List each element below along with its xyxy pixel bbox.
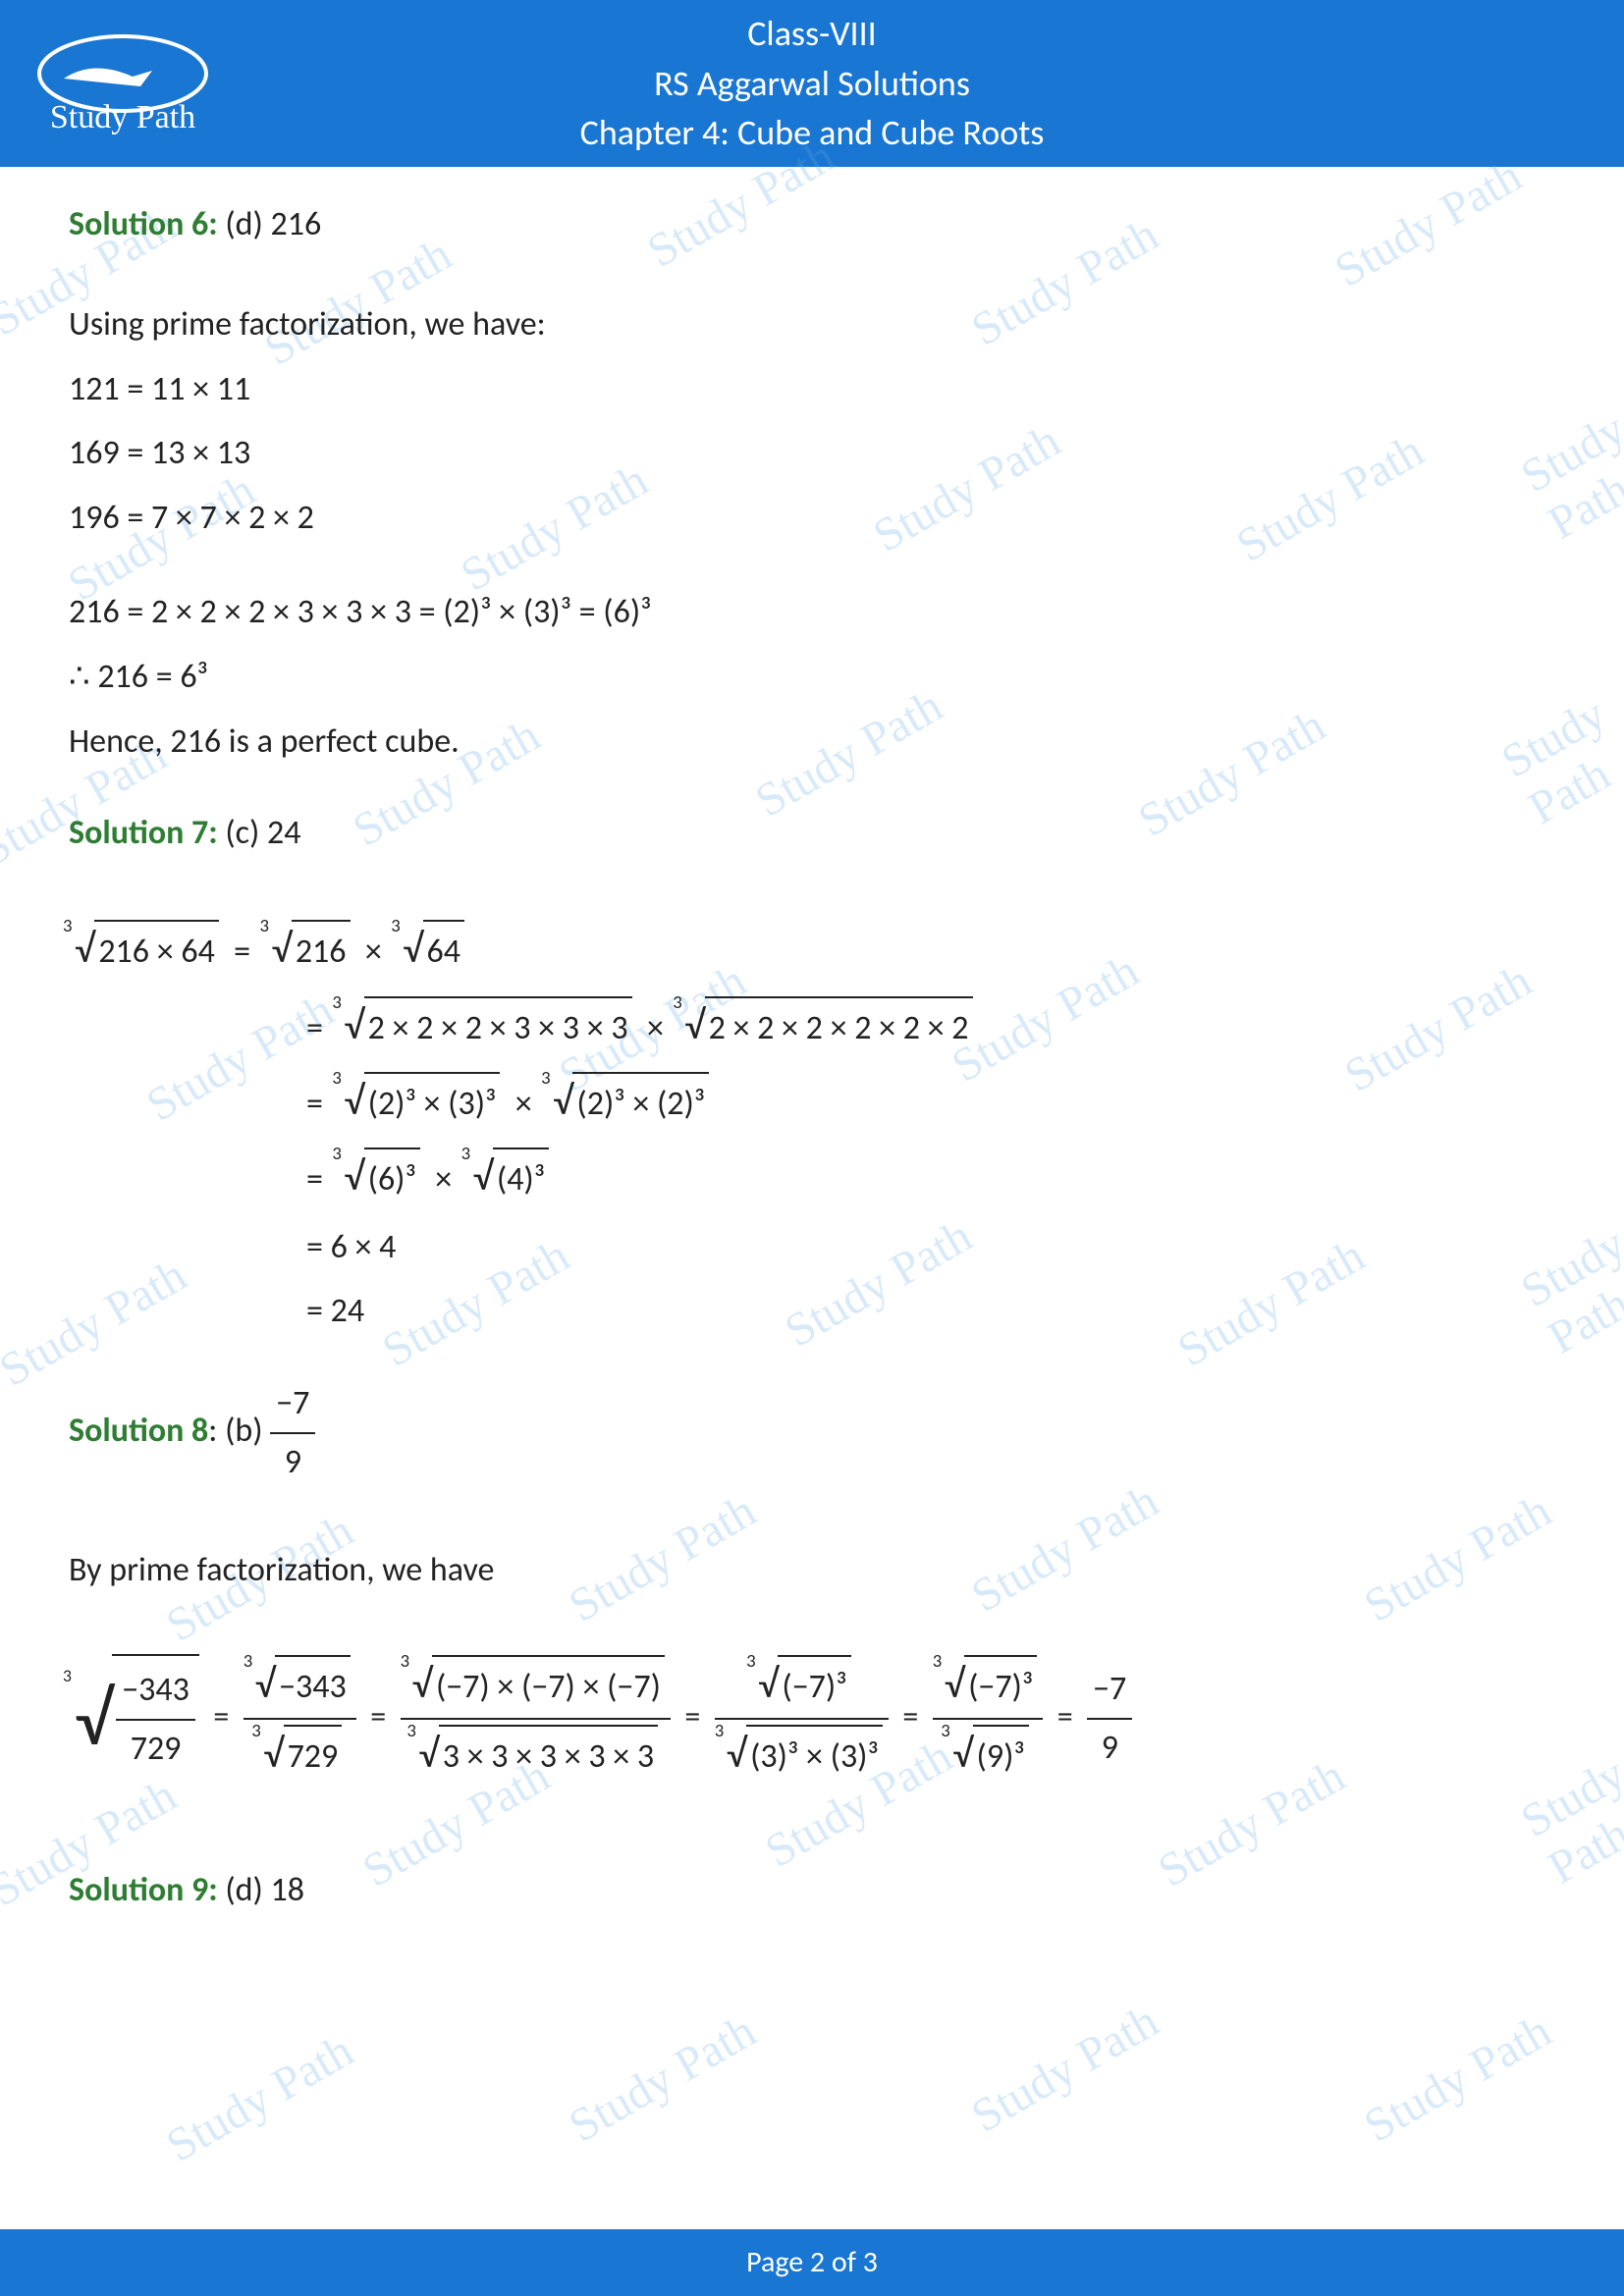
header-title-block: Class-VIII RS Aggarwal Solutions Chapter…: [25, 9, 1599, 157]
solution-8-answer-frac: −7 9: [270, 1375, 315, 1491]
sol6-p6: Hence, 216 is a perfect cube.: [69, 714, 1555, 771]
sol6-p1: 121 = 11 × 11: [69, 361, 1555, 418]
solution-9-label: Solution 9:: [69, 1870, 225, 1910]
sol8-expression: 3√ −343729 = 3√−343 3√729 = 3√(−7) × (−7…: [69, 1650, 1555, 1789]
sol6-p2: 169 = 13 × 13: [69, 425, 1555, 482]
sol6-intro: Using prime factorization, we have:: [69, 296, 1555, 353]
watermark: Study Path: [157, 2023, 362, 2172]
sol7-line6: = 24: [69, 1283, 1555, 1340]
solution-9: Solution 9: (d) 18: [69, 1862, 1555, 1919]
sol7-line2: = 3√2 × 2 × 2 × 3 × 3 × 3 × 3√2 × 2 × 2 …: [69, 991, 1555, 1059]
page-header: Study Path Class-VIII RS Aggarwal Soluti…: [0, 0, 1624, 167]
sol6-p5: ∴ 216 = 6³: [69, 649, 1555, 706]
header-book: RS Aggarwal Solutions: [25, 59, 1599, 108]
solution-8: Solution 8: (b) −7 9 By prime factorizat…: [69, 1375, 1555, 1788]
solution-7-answer: (c) 24: [225, 813, 300, 853]
solution-7: Solution 7: (c) 24 3√216 × 64 = 3√216 × …: [69, 805, 1555, 1340]
page-footer: Page 2 of 3: [0, 2229, 1624, 2296]
sol6-p4: 216 = 2 × 2 × 2 × 3 × 3 × 3 = (2)³ × (3)…: [69, 584, 1555, 641]
page-number: Page 2 of 3: [746, 2244, 878, 2280]
sol7-line5: = 6 × 4: [69, 1219, 1555, 1276]
solution-6-label: Solution 6:: [69, 204, 225, 244]
header-class: Class-VIII: [25, 9, 1599, 58]
sol6-p3: 196 = 7 × 7 × 2 × 2: [69, 490, 1555, 547]
sol8-intro: By prime factorization, we have: [69, 1542, 1555, 1599]
sol7-line3: = 3√(2)³ × (3)³ × 3√(2)³ × (2)³: [69, 1067, 1555, 1135]
watermark: Study Path: [560, 2003, 765, 2153]
page-content: Solution 6: (d) 216 Using prime factoriz…: [0, 167, 1624, 1919]
sol7-line1: 3√216 × 64 = 3√216 × 3√64: [69, 915, 1555, 983]
solution-9-answer: (d) 18: [225, 1870, 304, 1910]
watermark: Study Path: [1355, 2003, 1560, 2153]
solution-8-label: Solution 8: [69, 1411, 208, 1451]
solution-6-answer: (d) 216: [225, 204, 321, 244]
sol7-line4: = 3√(6)³ × 3√(4)³: [69, 1143, 1555, 1210]
solution-7-label: Solution 7:: [69, 813, 225, 853]
header-chapter: Chapter 4: Cube and Cube Roots: [25, 108, 1599, 157]
solution-8-opt: : (b): [208, 1411, 270, 1451]
watermark: Study Path: [962, 1994, 1167, 2143]
solution-6: Solution 6: (d) 216 Using prime factoriz…: [69, 196, 1555, 770]
